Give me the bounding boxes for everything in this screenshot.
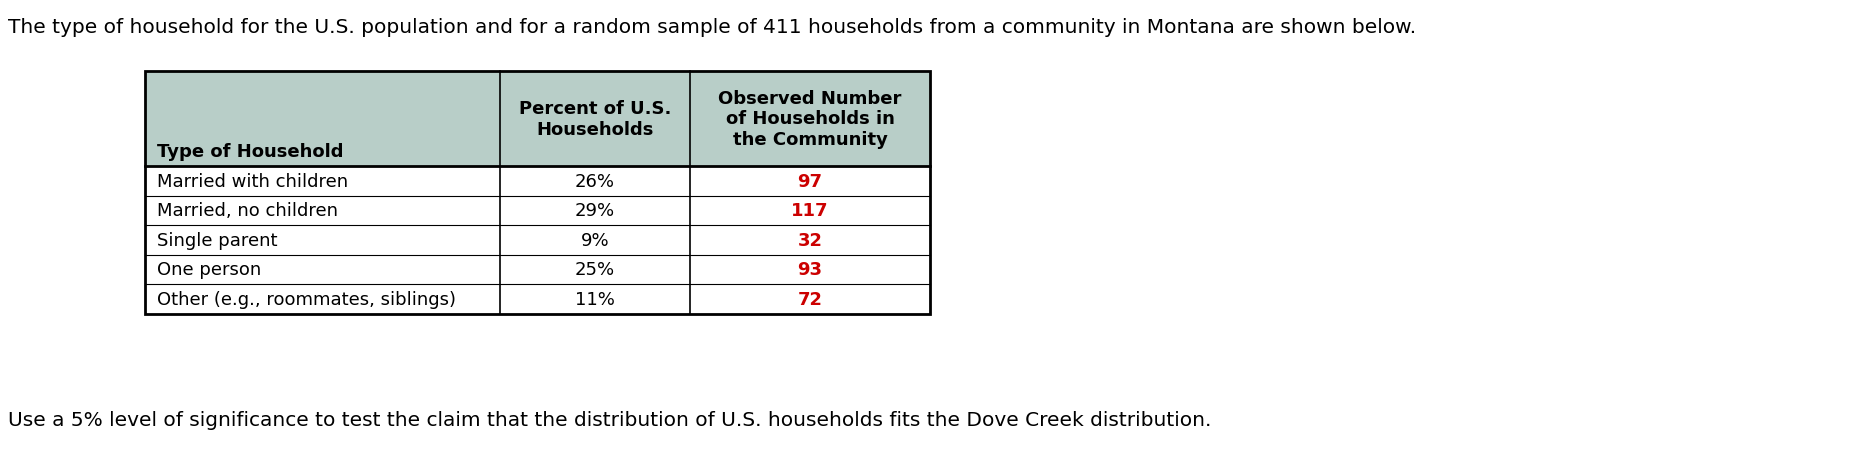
Text: Type of Household: Type of Household <box>156 143 344 161</box>
Text: 97: 97 <box>797 172 823 190</box>
Text: 9%: 9% <box>581 231 609 249</box>
Bar <box>145 72 930 166</box>
Text: 29%: 29% <box>574 202 615 220</box>
Text: The type of household for the U.S. population and for a random sample of 411 hou: The type of household for the U.S. popul… <box>7 18 1415 37</box>
Text: Married with children: Married with children <box>156 172 347 190</box>
Text: 117: 117 <box>791 202 828 220</box>
Bar <box>145 72 930 314</box>
Text: Observed Number
of Households in
the Community: Observed Number of Households in the Com… <box>719 89 901 149</box>
Text: One person: One person <box>156 261 262 279</box>
Text: 72: 72 <box>797 290 823 308</box>
Text: Married, no children: Married, no children <box>156 202 338 220</box>
Text: Single parent: Single parent <box>156 231 277 249</box>
Text: Use a 5% level of significance to test the claim that the distribution of U.S. h: Use a 5% level of significance to test t… <box>7 410 1211 429</box>
Text: 26%: 26% <box>574 172 615 190</box>
Text: Other (e.g., roommates, siblings): Other (e.g., roommates, siblings) <box>156 290 455 308</box>
Text: Percent of U.S.
Households: Percent of U.S. Households <box>518 100 670 138</box>
Text: 93: 93 <box>797 261 823 279</box>
Text: 11%: 11% <box>576 290 615 308</box>
Text: 25%: 25% <box>574 261 615 279</box>
Text: 32: 32 <box>797 231 823 249</box>
